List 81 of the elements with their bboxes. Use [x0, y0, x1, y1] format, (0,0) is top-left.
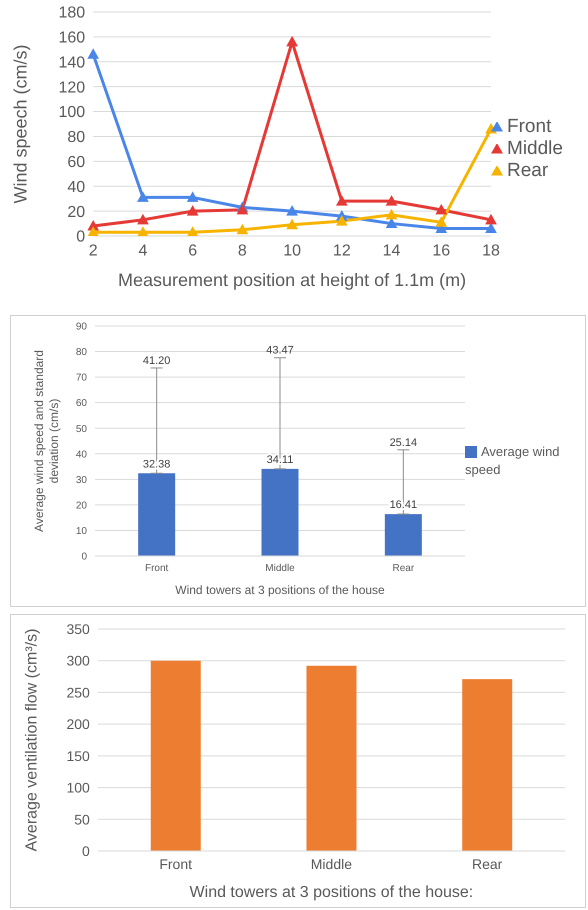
x-tick-label: 14	[382, 242, 401, 260]
y-tick-label: 100	[58, 104, 86, 122]
legend-label: Rear	[507, 160, 548, 181]
y-tick-label: 350	[66, 620, 90, 637]
point	[436, 216, 447, 227]
y-tick-label: 90	[76, 322, 88, 333]
bar	[138, 473, 176, 556]
point	[187, 206, 198, 216]
point	[286, 36, 298, 46]
y-tick-label: 0	[81, 552, 88, 563]
y-axis-title: Average ventilation flow (cm³/s)	[24, 628, 41, 852]
x-axis-title: Measurement position at height of 1.1m (m)	[118, 270, 466, 290]
x-tick-label: Front	[144, 563, 169, 574]
x-tick-label: Front	[159, 856, 192, 872]
x-axis-title: Wind towers at 3 positions of the house	[175, 583, 386, 597]
point	[187, 192, 198, 202]
point	[137, 192, 148, 202]
point	[486, 214, 496, 224]
x-tick-label: 12	[332, 242, 351, 260]
y-tick-label: 10	[76, 526, 88, 537]
y-tick-label: 20	[67, 204, 86, 221]
y-tick-label: 40	[76, 449, 88, 460]
y-axis-title: Wind speech (cm/s)	[10, 44, 30, 204]
bar	[262, 468, 298, 556]
y-tick-label: 80	[76, 347, 88, 358]
y-tick-label: 0	[82, 842, 90, 859]
legend-label: Front	[507, 116, 552, 137]
legend-label: Middle	[507, 138, 563, 159]
point	[486, 223, 496, 234]
x-tick-label: Middle	[265, 563, 296, 574]
y-tick-label: 200	[66, 716, 90, 732]
y-tick-label: 250	[66, 684, 90, 700]
y-tick-label: 60	[76, 398, 88, 410]
y-axis-title: Average wind speed and standard deviation (cm/s)	[32, 350, 61, 532]
point	[88, 48, 99, 59]
y-tick-label: 50	[74, 811, 90, 828]
point	[137, 226, 148, 236]
x-tick-label: 16	[432, 242, 450, 260]
annotation: 43.47	[266, 344, 294, 357]
point	[187, 226, 198, 236]
point	[386, 196, 398, 206]
y-tick-label: 150	[66, 748, 90, 764]
y-tick-label: 180	[58, 4, 86, 22]
x-tick-label: 6	[188, 242, 198, 260]
x-tick-label: 4	[138, 242, 148, 260]
x-tick-label: 2	[88, 242, 98, 260]
point	[236, 224, 248, 234]
y-tick-label: 300	[66, 652, 90, 669]
y-tick-label: 80	[67, 129, 86, 146]
y-tick-label: 100	[66, 780, 90, 796]
x-tick-label: 8	[238, 242, 247, 260]
y-tick-label: 20	[76, 500, 88, 512]
point	[386, 218, 398, 228]
y-tick-label: 120	[58, 79, 86, 96]
x-tick-label: 18	[482, 242, 500, 260]
point	[88, 226, 99, 236]
point	[386, 209, 398, 220]
x-tick-label: Middle	[310, 856, 352, 872]
point	[436, 204, 447, 214]
y-tick-label: 140	[58, 54, 86, 72]
y-tick-label: 160	[58, 30, 86, 47]
bar	[384, 514, 422, 556]
legend-label: Average wind speed	[465, 444, 560, 477]
y-tick-label: 50	[76, 424, 88, 435]
annotation: 25.14	[390, 436, 418, 449]
point	[286, 219, 298, 230]
x-tick-label: Rear	[472, 856, 503, 872]
annotation: 41.20	[142, 354, 170, 367]
point	[286, 206, 298, 216]
y-tick-label: 40	[67, 178, 86, 196]
y-tick-label: 0	[76, 228, 86, 246]
x-tick-label: Rear	[392, 563, 415, 574]
y-tick-label: 70	[76, 372, 88, 384]
point	[336, 196, 348, 206]
point	[236, 204, 248, 214]
x-axis-title: Wind towers at 3 positions of the house:	[190, 884, 474, 901]
y-tick-label: 30	[76, 474, 88, 486]
point	[336, 216, 348, 226]
point	[137, 214, 148, 224]
y-tick-label: 60	[67, 154, 86, 172]
x-tick-label: 10	[283, 242, 302, 260]
